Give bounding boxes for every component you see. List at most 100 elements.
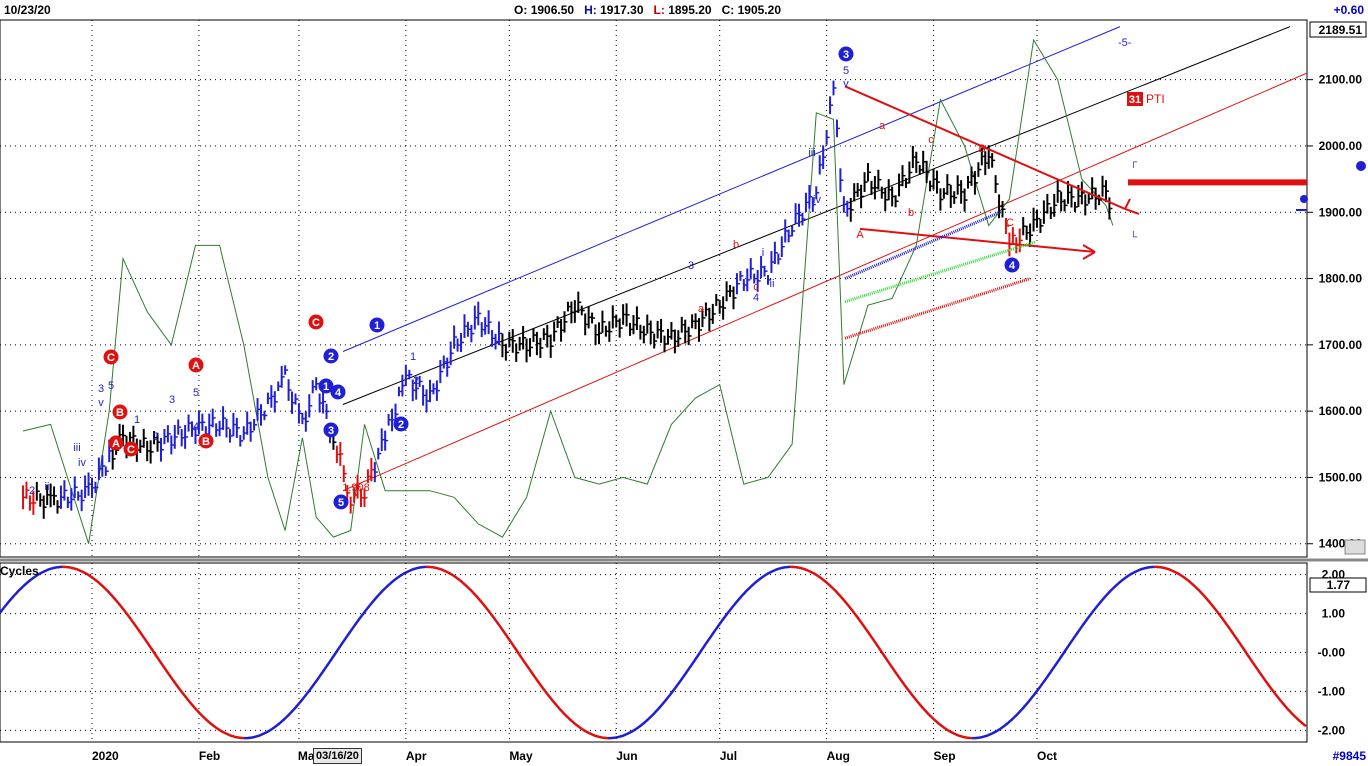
price-tick-label: 1600.00 [1319, 404, 1363, 418]
symbol-tag: #9845 [1332, 749, 1366, 763]
wedge-lower-line [859, 227, 1096, 254]
cycle-curve [608, 565, 791, 740]
wave-label: a [698, 303, 705, 315]
wave-label: a [879, 120, 886, 132]
wave-label: iii [808, 147, 815, 159]
price-tick-label: 1700.00 [1319, 338, 1363, 352]
price-panel-frame [0, 19, 1308, 558]
wave-label: 2 [153, 431, 159, 443]
cycles-value-box [1309, 577, 1367, 593]
wave-marker [1004, 257, 1020, 273]
high-label: H: [584, 3, 597, 17]
x-axis-label: Jun [616, 749, 637, 763]
wave-marker [108, 435, 124, 451]
oscillator-line [22, 38, 1114, 544]
wave-marker [103, 349, 119, 365]
wave-label: 1 [134, 414, 140, 426]
wave-label: b [908, 207, 914, 219]
wave-label: 2 [29, 485, 35, 497]
wave-label: 4 [753, 292, 759, 304]
wedge-arrow [1124, 198, 1140, 215]
wave-label: 5 [193, 387, 199, 399]
cycles-tick-label: 1.00 [1322, 607, 1346, 621]
edge-marker [1356, 161, 1366, 171]
x-axis-label: Aug [827, 749, 850, 763]
price-tick-label: 2000.00 [1319, 139, 1363, 153]
cycles-panel-frame [0, 562, 1308, 743]
wave-label: ii [45, 481, 50, 493]
wedge-upper-line [844, 85, 1126, 210]
edge-marker [1300, 195, 1308, 203]
cycle-curve [972, 565, 1155, 740]
wave-marker-label: C [312, 317, 320, 329]
wave-label: iv [78, 457, 86, 469]
pti-badge [1127, 92, 1143, 106]
wave-marker [323, 348, 339, 364]
low-label: L: [653, 3, 665, 17]
wave-label: ii [770, 278, 775, 290]
wave-marker-label: C [107, 352, 115, 364]
cycles-tick-label: -0.00 [1318, 646, 1346, 660]
close-label: C: [721, 3, 735, 17]
header-date: 10/23/20 [4, 3, 51, 17]
wave-label: 3 [688, 260, 694, 272]
x-axis-label: Apr [406, 749, 427, 763]
wave-label: 4 [193, 421, 199, 433]
wave-label: b [733, 239, 739, 251]
price-tick-label: 1500.00 [1319, 470, 1363, 484]
wave-marker [308, 314, 324, 330]
x-axis-label: Feb [199, 749, 220, 763]
cycle-curve [790, 565, 973, 740]
wave-marker [333, 494, 349, 510]
wave-marker-label: 1 [323, 381, 329, 393]
wave-marker [323, 422, 339, 438]
channel-label: -5- [1118, 37, 1132, 49]
wave-marker [188, 357, 204, 373]
x-axis-label: 2020 [92, 749, 119, 763]
x-axis-label: May [509, 749, 533, 763]
change-value: +0.60 [1333, 3, 1364, 17]
wave-marker [330, 384, 346, 400]
wave-marker-label: 4 [335, 387, 342, 399]
cycles-panel-title: Cycles [0, 564, 39, 578]
wave-label: C [1006, 217, 1014, 229]
header-bar: 10/23/20 O: 1906.50 H: 1917.30 L: 1895.2… [0, 0, 1368, 20]
wave-label: 1 [410, 351, 416, 363]
wave-marker-label: 2 [328, 351, 334, 363]
wave-marker [198, 433, 214, 449]
wave-label: v [98, 397, 104, 409]
highlighted-date: 03/16/20 [313, 748, 362, 764]
cycle-curve [426, 565, 609, 740]
wave-marker-label: 1 [374, 320, 380, 332]
mid-channel-line [342, 26, 1291, 405]
price-tick-label: 1800.00 [1319, 272, 1363, 286]
bracket-mark: ┌ [1130, 157, 1138, 168]
wave-label: 3 [98, 383, 104, 395]
wave-label: 5 [843, 65, 849, 77]
wave-marker-label: 3 [328, 425, 334, 437]
wave-marker [838, 46, 854, 62]
wave-label: v [843, 78, 849, 90]
wave-marker-label: 4 [1009, 260, 1016, 272]
wedge-arrow [1082, 244, 1096, 260]
wave-marker [369, 317, 385, 333]
price-tick-label: 2100.00 [1319, 73, 1363, 87]
wave-marker-label: 3 [843, 49, 849, 61]
high-value: 1917.30 [600, 3, 644, 17]
wave-label: i [762, 247, 764, 259]
open-value: 1906.50 [530, 3, 575, 17]
cycle-curve [62, 565, 245, 740]
open-label: O: [514, 3, 528, 17]
cycle-curve [1154, 565, 1307, 728]
projection-band [844, 277, 1031, 340]
cycles-current-value: 1.77 [1327, 578, 1351, 592]
wave-marker-label: 5 [338, 497, 344, 509]
x-axis-label: Oct [1037, 749, 1057, 763]
cycle-curve [244, 565, 427, 740]
pti-badge-number: 31 [1129, 94, 1141, 106]
wave-label: iv [813, 194, 821, 206]
projection-band [844, 210, 1001, 280]
pti-label: PTI [1146, 92, 1165, 106]
x-axis-label: Jul [720, 749, 737, 763]
